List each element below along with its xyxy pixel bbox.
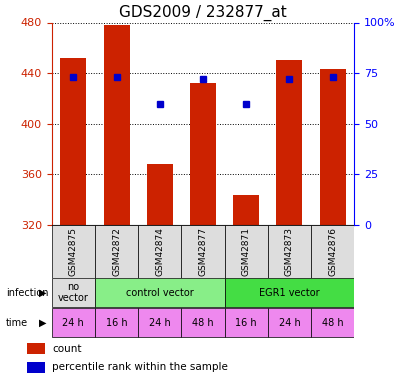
Text: no
vector: no vector: [58, 282, 89, 303]
Text: ▶: ▶: [39, 288, 47, 297]
Title: GDS2009 / 232877_at: GDS2009 / 232877_at: [119, 5, 287, 21]
Text: GSM42871: GSM42871: [242, 227, 251, 276]
Bar: [60, 58, 86, 225]
Bar: [138, 225, 181, 278]
Bar: [311, 225, 354, 278]
Bar: [27, 343, 45, 354]
Bar: [233, 195, 259, 225]
Text: infection: infection: [6, 288, 49, 297]
Bar: [52, 278, 95, 307]
Bar: [27, 362, 45, 373]
Text: GSM42873: GSM42873: [285, 227, 294, 276]
Bar: [95, 308, 138, 337]
Text: count: count: [52, 344, 82, 354]
Bar: [95, 278, 224, 307]
Text: 48 h: 48 h: [192, 318, 214, 327]
Bar: [95, 225, 138, 278]
Bar: [181, 308, 224, 337]
Text: percentile rank within the sample: percentile rank within the sample: [52, 363, 228, 372]
Bar: [320, 69, 345, 225]
Text: 24 h: 24 h: [149, 318, 171, 327]
Text: ▶: ▶: [39, 318, 47, 327]
Bar: [224, 278, 354, 307]
Text: GSM42874: GSM42874: [155, 227, 164, 276]
Bar: [52, 225, 95, 278]
Text: EGR1 vector: EGR1 vector: [259, 288, 320, 297]
Text: GSM42877: GSM42877: [199, 227, 207, 276]
Text: GSM42872: GSM42872: [112, 227, 121, 276]
Bar: [147, 164, 173, 225]
Bar: [268, 308, 311, 337]
Text: 24 h: 24 h: [279, 318, 300, 327]
Text: GSM42876: GSM42876: [328, 227, 337, 276]
Bar: [103, 25, 129, 225]
Text: 48 h: 48 h: [322, 318, 343, 327]
Text: control vector: control vector: [126, 288, 194, 297]
Text: 24 h: 24 h: [62, 318, 84, 327]
Bar: [190, 83, 216, 225]
Bar: [268, 225, 311, 278]
Bar: [224, 308, 268, 337]
Text: GSM42875: GSM42875: [69, 227, 78, 276]
Text: 16 h: 16 h: [106, 318, 127, 327]
Bar: [181, 225, 224, 278]
Bar: [311, 308, 354, 337]
Bar: [138, 308, 181, 337]
Bar: [224, 225, 268, 278]
Bar: [277, 60, 302, 225]
Text: 16 h: 16 h: [235, 318, 257, 327]
Text: time: time: [6, 318, 28, 327]
Bar: [52, 308, 95, 337]
